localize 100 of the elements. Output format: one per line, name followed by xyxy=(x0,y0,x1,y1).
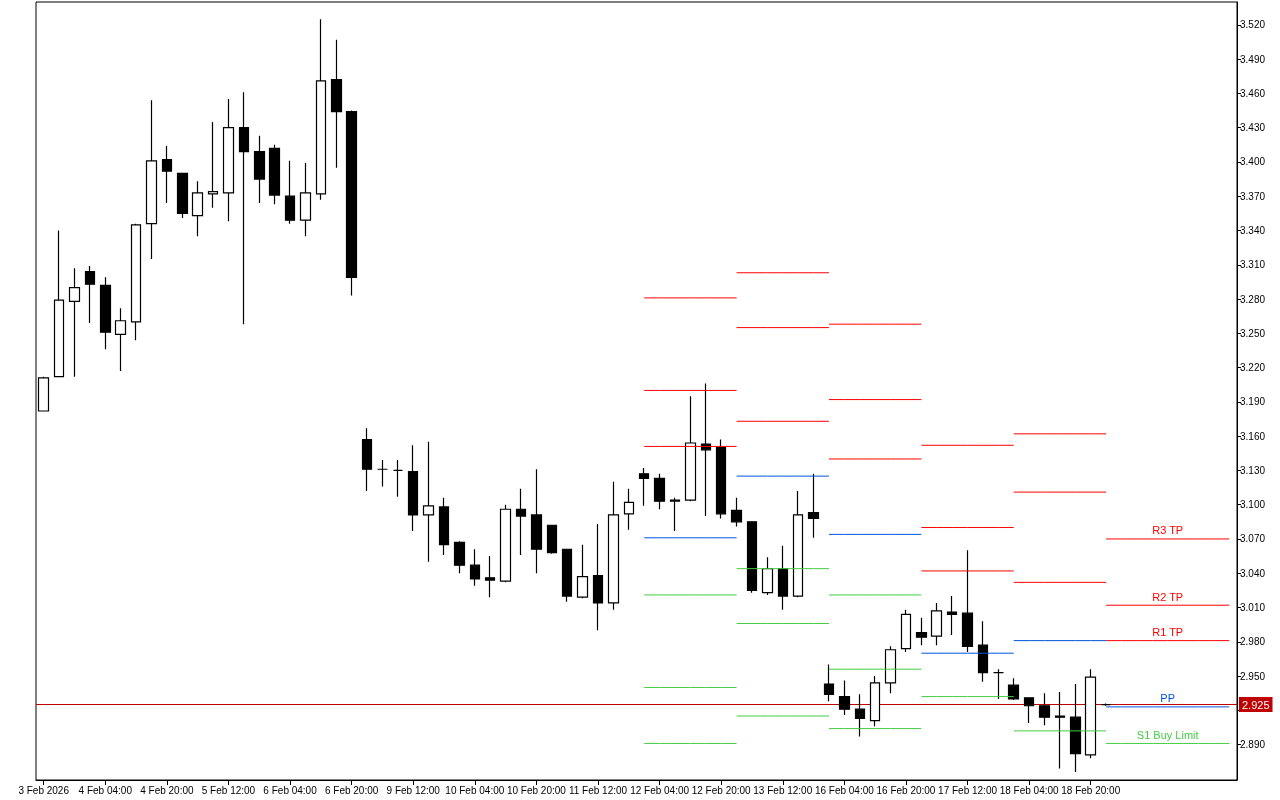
candlestick xyxy=(576,544,589,599)
candlestick xyxy=(823,664,835,702)
y-tick-label: 3.310 xyxy=(1240,259,1266,271)
x-tick-label: 12 Feb 04:00 xyxy=(630,784,690,796)
candlestick xyxy=(546,524,558,555)
candlestick xyxy=(746,521,758,594)
y-tick-label: 3.400 xyxy=(1240,156,1266,168)
candlestick xyxy=(84,265,96,324)
candlestick xyxy=(807,473,820,539)
candlestick xyxy=(838,680,851,716)
y-tick-label: 3.220 xyxy=(1240,362,1266,374)
candlestick xyxy=(977,620,989,683)
candlestick xyxy=(407,444,419,532)
candlestick xyxy=(900,609,912,653)
candlestick xyxy=(53,229,65,378)
y-tick-label: 2.890 xyxy=(1240,739,1266,751)
x-tick-label: 4 Feb 04:00 xyxy=(78,784,133,796)
candlestick xyxy=(392,459,404,498)
x-tick-label: 18 Feb 20:00 xyxy=(1061,784,1121,796)
y-tick-label: 3.520 xyxy=(1240,19,1266,31)
x-tick-label: 10 Feb 20:00 xyxy=(506,784,567,796)
x-tick-label: 12 Feb 20:00 xyxy=(691,784,752,796)
candlestick xyxy=(422,441,435,563)
candlestick xyxy=(1023,697,1035,724)
candlestick xyxy=(854,693,866,738)
candlestick xyxy=(207,121,219,209)
candlestick xyxy=(623,488,635,531)
candlestick xyxy=(669,497,681,532)
candlestick xyxy=(299,162,312,237)
y-tick-label: 3.040 xyxy=(1240,567,1266,579)
candlestick xyxy=(638,467,650,507)
candlestick xyxy=(469,548,481,587)
ref-line-label: 2.925 xyxy=(1242,698,1270,711)
y-tick-label: 3.460 xyxy=(1240,87,1266,99)
y-tick-label: 3.190 xyxy=(1240,396,1266,408)
x-tick-label: 6 Feb 20:00 xyxy=(324,784,379,796)
y-tick-label: 3.130 xyxy=(1240,464,1266,476)
candlestick xyxy=(684,395,697,502)
x-tick-label: 6 Feb 04:00 xyxy=(263,784,318,796)
candlestick xyxy=(345,109,358,297)
candlestick xyxy=(730,497,743,527)
y-tick-label: 3.100 xyxy=(1240,499,1266,511)
candlestick xyxy=(1007,677,1020,701)
candlestick xyxy=(761,556,774,596)
candlestick xyxy=(1038,692,1051,726)
y-tick-label: 3.010 xyxy=(1240,601,1266,613)
candlestick xyxy=(68,267,81,378)
candlestick xyxy=(607,481,620,611)
candlestick xyxy=(592,523,604,631)
x-tick-label: 11 Feb 12:00 xyxy=(568,784,628,796)
candlestick xyxy=(376,459,389,487)
candlestick xyxy=(869,675,881,727)
x-tick-label: 3 Feb 2026 xyxy=(18,784,70,796)
series-label: PP xyxy=(1160,692,1176,705)
candlestick xyxy=(715,438,727,519)
y-tick-label: 3.070 xyxy=(1240,533,1266,545)
x-tick-label: 18 Feb 04:00 xyxy=(999,784,1060,796)
candlestick xyxy=(453,540,466,574)
candlestick xyxy=(515,488,527,556)
x-tick-label: 13 Feb 12:00 xyxy=(753,784,813,796)
y-tick-label: 3.490 xyxy=(1240,53,1266,65)
candlestick xyxy=(777,545,789,611)
x-tick-label: 16 Feb 04:00 xyxy=(814,784,875,796)
candlestick xyxy=(700,382,712,517)
y-tick-label: 3.340 xyxy=(1240,224,1266,236)
candlestick xyxy=(191,180,204,237)
candlestick xyxy=(499,504,512,583)
candlestick xyxy=(315,18,327,201)
candlestick xyxy=(253,135,266,204)
candlestick xyxy=(961,549,974,653)
x-tick-label: 16 Feb 20:00 xyxy=(876,784,936,796)
candlestick xyxy=(1054,691,1066,770)
candlestick xyxy=(1100,702,1112,707)
candlestick xyxy=(130,223,142,341)
candlestick xyxy=(992,668,1005,700)
x-tick-label: 10 Feb 04:00 xyxy=(445,784,505,796)
candlestick xyxy=(946,595,958,636)
candlestick xyxy=(222,98,235,222)
y-tick-label: 3.160 xyxy=(1240,430,1266,442)
series-label: R1 TP xyxy=(1152,626,1184,639)
candlestick xyxy=(330,39,343,169)
y-tick-label: 2.950 xyxy=(1240,670,1266,682)
y-tick-label: 3.430 xyxy=(1240,122,1266,134)
candlestick xyxy=(884,645,897,694)
x-tick-label: 4 Feb 20:00 xyxy=(140,784,194,796)
candlestick xyxy=(1084,668,1097,759)
candlestick xyxy=(176,172,189,219)
candlestick xyxy=(792,490,804,598)
candlestick xyxy=(145,99,158,260)
candlestick xyxy=(268,144,281,205)
candlestick xyxy=(1069,683,1082,773)
y-tick-label: 3.370 xyxy=(1240,190,1266,202)
x-tick-label: 5 Feb 12:00 xyxy=(201,784,256,796)
candlestick xyxy=(915,617,928,646)
candlestick xyxy=(361,427,373,492)
candlestick xyxy=(561,548,573,603)
candlestick xyxy=(238,91,250,325)
x-tick-label: 17 Feb 12:00 xyxy=(938,784,998,796)
candlestick xyxy=(114,307,127,372)
candlestick xyxy=(161,145,173,204)
